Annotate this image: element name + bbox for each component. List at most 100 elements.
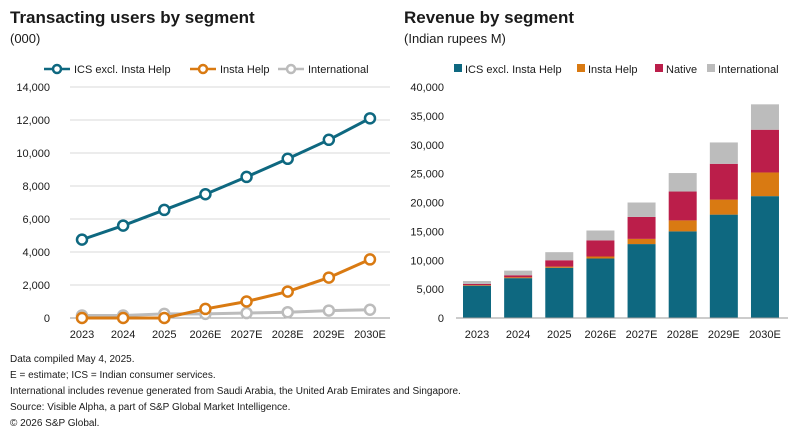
data-point — [240, 306, 253, 320]
legend-item-2: Native — [655, 64, 697, 76]
footnote-date: Data compiled May 4, 2025. — [10, 354, 135, 365]
y-tick-label: 30,000 — [410, 140, 444, 152]
x-tick-label: 2030E — [354, 329, 386, 341]
y-tick-label: 20,000 — [410, 198, 444, 210]
series-line-1 — [82, 258, 371, 320]
y-tick-label: 6,000 — [22, 214, 50, 226]
data-point — [158, 311, 171, 325]
legend-item-1: Insta Help — [577, 64, 638, 76]
legend-item-2: International — [278, 63, 369, 76]
bar-segment — [545, 252, 574, 261]
legend-item-0: ICS excl. Insta Help — [44, 63, 171, 76]
data-point — [363, 303, 377, 316]
bar-segment — [709, 163, 738, 200]
legend-swatch — [655, 64, 663, 72]
x-tick-label: 2023 — [465, 329, 489, 341]
y-tick-label: 12,000 — [16, 115, 50, 127]
legend-label: ICS excl. Insta Help — [465, 64, 562, 76]
data-point — [116, 311, 130, 325]
legend-label: International — [308, 64, 369, 76]
data-point — [199, 188, 212, 201]
bar-segment — [463, 285, 491, 318]
y-tick-label: 0 — [44, 313, 50, 325]
x-tick-label: 2026E — [190, 329, 222, 341]
legend-label: International — [718, 64, 779, 76]
bar-segment — [463, 285, 491, 286]
data-point — [75, 311, 89, 325]
bar-segment — [504, 275, 533, 278]
data-point — [240, 295, 253, 308]
bar-segment — [709, 142, 738, 164]
legend-label: ICS excl. Insta Help — [74, 64, 171, 76]
data-point — [116, 219, 130, 232]
footnotes: Data compiled May 4, 2025. E = estimate;… — [10, 352, 461, 432]
x-tick-label: 2023 — [70, 329, 94, 341]
data-point — [240, 170, 253, 184]
footnote-international: International includes revenue generated… — [10, 386, 461, 397]
y-tick-label: 35,000 — [410, 111, 444, 123]
bar-segment — [545, 266, 574, 268]
legend-item-1: Insta Help — [190, 63, 270, 76]
legend-swatch — [707, 64, 715, 72]
bar-segment — [545, 260, 574, 267]
y-tick-label: 10,000 — [16, 148, 50, 160]
bar-segment — [668, 220, 697, 232]
footnote-abbreviations: E = estimate; ICS = Indian consumer serv… — [10, 370, 216, 381]
x-tick-label: 2027E — [626, 329, 658, 341]
legend-swatch-marker — [285, 63, 297, 75]
charts-canvas: ICS excl. Insta Help Insta Help Internatio… — [16, 63, 788, 341]
left-chart-subtitle: (000) — [10, 31, 41, 46]
footnote-source: Source: Visible Alpha, a part of S&P Glo… — [10, 402, 291, 413]
data-point — [281, 305, 294, 319]
data-point — [281, 152, 294, 166]
bar-segment — [627, 216, 656, 239]
bar-segment — [504, 270, 533, 276]
data-point — [199, 302, 212, 316]
bar-segment — [463, 281, 491, 284]
x-tick-label: 2027E — [231, 329, 263, 341]
legend-label: Insta Help — [220, 64, 270, 76]
data-point — [322, 304, 336, 317]
y-tick-label: 14,000 — [16, 82, 50, 94]
legend-label: Insta Help — [588, 64, 638, 76]
data-point — [75, 233, 89, 246]
legend-swatch — [577, 64, 585, 72]
bar-segment — [463, 283, 491, 286]
footnote-copyright: © 2026 S&P Global. — [10, 418, 100, 429]
bar-segment — [504, 277, 533, 279]
bar-segment — [750, 129, 779, 173]
data-point — [322, 271, 336, 284]
y-tick-label: 25,000 — [410, 169, 444, 181]
x-tick-label: 2025 — [152, 329, 176, 341]
data-point — [158, 203, 171, 217]
x-tick-label: 2029E — [313, 329, 345, 341]
x-tick-label: 2025 — [547, 329, 571, 341]
legend-item-3: International — [707, 64, 779, 76]
data-point — [322, 133, 336, 147]
x-tick-label: 2028E — [272, 329, 304, 341]
right-chart-title: Revenue by segment — [404, 8, 575, 27]
bar-segment — [750, 104, 779, 130]
left-chart-title: Transacting users by segment — [10, 8, 255, 27]
bar-segment — [668, 173, 697, 192]
data-point — [281, 285, 294, 298]
bar-segment — [750, 196, 779, 318]
legend-swatch — [454, 64, 462, 72]
bar-segment — [627, 238, 656, 245]
y-tick-label: 40,000 — [410, 82, 444, 94]
bar-segment — [586, 256, 615, 259]
bar-segment — [586, 240, 615, 257]
y-tick-label: 5,000 — [416, 284, 444, 296]
series-line-0 — [81, 117, 371, 242]
bar-segment — [586, 230, 615, 241]
y-tick-label: 4,000 — [22, 247, 50, 259]
legend-swatch-marker — [51, 63, 63, 75]
y-tick-label: 15,000 — [410, 226, 444, 238]
x-tick-label: 2024 — [111, 329, 135, 341]
bar-segment — [668, 231, 697, 318]
legend-label: Native — [666, 64, 697, 76]
y-tick-label: 10,000 — [410, 255, 444, 267]
x-tick-label: 2024 — [506, 329, 530, 341]
right-chart-subtitle: (Indian rupees M) — [404, 31, 506, 46]
x-tick-label: 2026E — [585, 329, 617, 341]
